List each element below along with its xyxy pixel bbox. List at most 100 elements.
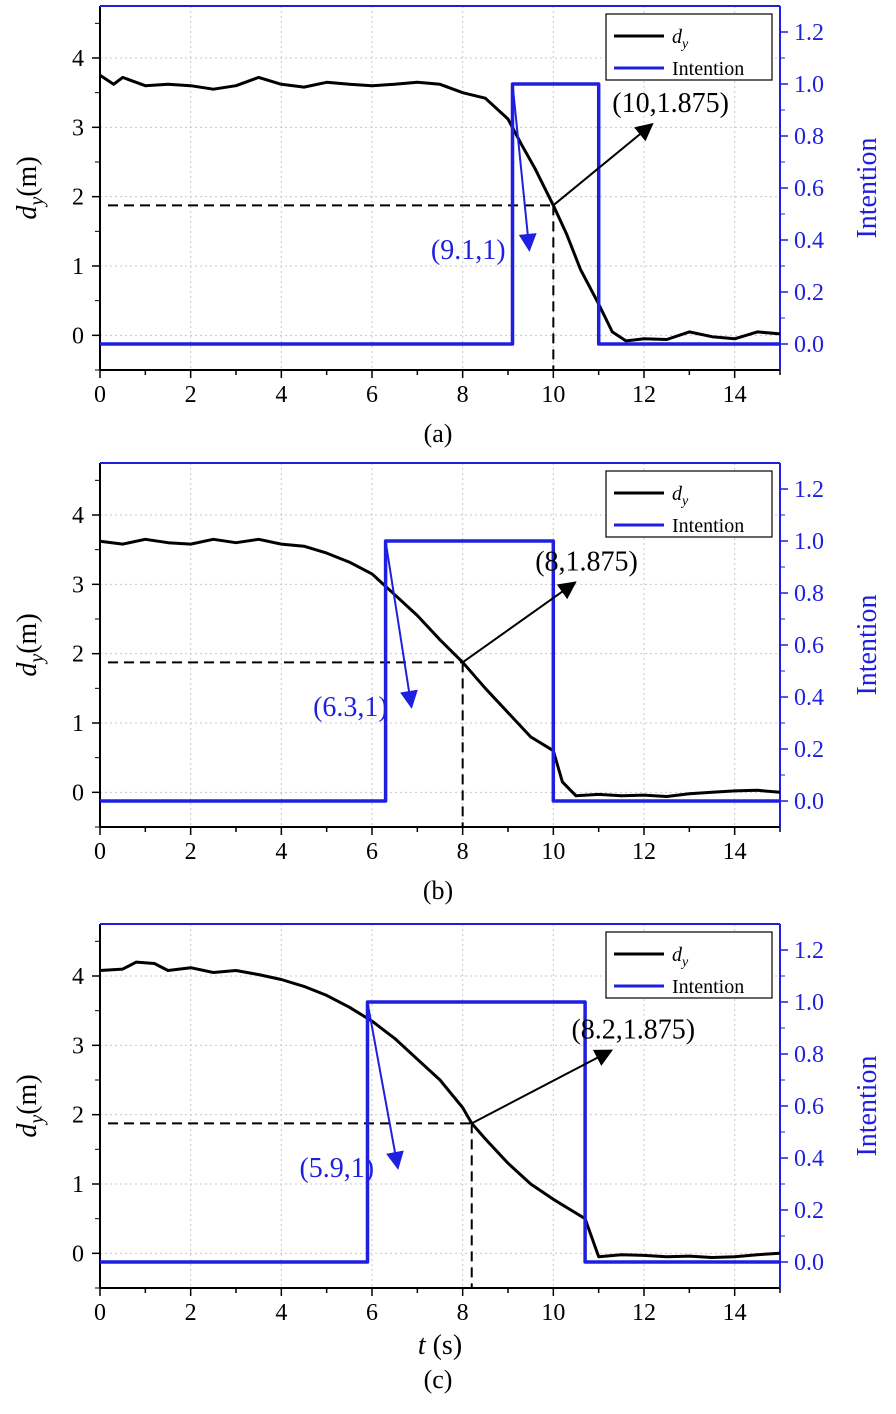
x-tick-label: 0	[94, 382, 106, 408]
x-tick-label: 10	[541, 1300, 565, 1326]
series-line-dy	[99, 74, 781, 343]
y-tick-label: 4	[72, 964, 84, 990]
annotation-arrow-1	[511, 83, 537, 252]
series-line-intention	[100, 539, 780, 803]
legend-label-symbol: d	[672, 944, 683, 966]
y2-tick-label: 0.0	[794, 1250, 824, 1276]
x-tick-label: 2	[185, 839, 197, 865]
x-tick-label: 8	[457, 839, 469, 865]
y-axis-title-subscript: y	[26, 1115, 48, 1126]
legend-label-subscript: y	[680, 494, 689, 509]
y2-axis-title: Intention	[852, 594, 883, 695]
y2-tick-label: 0.8	[794, 581, 824, 607]
y-axis-title-unit: (m)	[12, 1074, 43, 1114]
y-tick-label: 2	[72, 1103, 84, 1129]
y-axis-title: dy(m)	[12, 156, 48, 219]
x-tick-label: 6	[366, 382, 378, 408]
legend-label-1: dy	[672, 944, 689, 970]
y2-tick-label: 1.2	[794, 938, 824, 964]
y-tick-label: 1	[72, 254, 84, 280]
y-axis-title: dy(m)	[12, 613, 48, 676]
panel-label: (a)	[424, 419, 453, 448]
panel-label: (c)	[424, 1365, 453, 1394]
y2-tick-label: 1.2	[794, 20, 824, 46]
x-tick-label: 10	[541, 382, 565, 408]
annotation-label-2: (8.2,1.875)	[571, 1014, 695, 1045]
y-axis-title-symbol: d	[12, 662, 43, 677]
y-tick-label: 0	[72, 1241, 84, 1267]
y-tick-label: 3	[72, 1033, 84, 1059]
x-axis-title: t (s)	[418, 1330, 462, 1361]
y2-tick-label: 0.6	[794, 176, 824, 202]
y2-tick-label: 1.0	[794, 990, 824, 1016]
y2-tick-label: 0.2	[794, 280, 824, 306]
y-axis-title-subscript: y	[26, 654, 48, 665]
y-tick-label: 3	[72, 572, 84, 598]
y-axis-title-symbol: d	[12, 205, 43, 220]
legend-label-symbol: d	[672, 483, 683, 505]
x-tick-label: 6	[366, 839, 378, 865]
annotation-arrow-2	[471, 1049, 614, 1125]
legend-label-1: dy	[672, 483, 689, 509]
series-line-intention	[100, 1000, 780, 1264]
annotation-label-1: (6.3,1)	[313, 692, 388, 723]
x-tick-label: 14	[723, 1300, 747, 1326]
y2-tick-label: 0.8	[794, 1042, 824, 1068]
chart-panel-3: 0 2 4 6 8 10 12 14012340.00.20.40.60.81.01.2dy(…	[12, 923, 883, 1394]
series-line-dy	[99, 537, 781, 798]
y2-tick-label: 0.4	[794, 1146, 824, 1172]
y-axis-title-symbol: d	[12, 1123, 43, 1138]
y2-tick-label: 0.2	[794, 737, 824, 763]
legend-label-subscript: y	[680, 955, 689, 970]
x-tick-label: 0	[94, 1300, 106, 1326]
y-tick-label: 3	[72, 115, 84, 141]
legend-box	[605, 470, 773, 538]
x-axis-title-unit: (s)	[426, 1330, 463, 1361]
y2-tick-label: 1.0	[794, 529, 824, 555]
x-tick-label: 4	[275, 382, 287, 408]
y-tick-label: 2	[72, 185, 84, 211]
y2-tick-label: 0.6	[794, 633, 824, 659]
y2-tick-label: 0.4	[794, 685, 824, 711]
annotation-arrow-2	[462, 581, 577, 664]
y-axis-title-unit: (m)	[12, 156, 43, 196]
x-tick-label: 0	[94, 839, 106, 865]
annotation-label-1: (5.9,1)	[299, 1153, 374, 1184]
y-tick-label: 0	[72, 323, 84, 349]
y-tick-label: 1	[72, 711, 84, 737]
annotation-label-2: (10,1.875)	[612, 88, 729, 119]
annotation-label-2: (8,1.875)	[535, 546, 638, 577]
annotation-label-1: (9.1,1)	[431, 235, 506, 266]
x-tick-label: 8	[457, 1300, 469, 1326]
x-tick-label: 12	[632, 839, 656, 865]
y2-axis-title: Intention	[852, 137, 883, 238]
x-tick-label: 2	[185, 382, 197, 408]
legend-label-subscript: y	[680, 37, 689, 52]
y2-axis-title: Intention	[852, 1055, 883, 1156]
annotation-arrow-2	[552, 122, 654, 207]
series-line-intention	[100, 82, 780, 346]
y2-tick-label: 0.0	[794, 332, 824, 358]
annotation-arrow-1	[384, 540, 418, 709]
y2-tick-label: 1.0	[794, 72, 824, 98]
y2-tick-label: 0.6	[794, 1094, 824, 1120]
y-tick-label: 4	[72, 46, 84, 72]
x-tick-label: 14	[723, 382, 747, 408]
y-axis-title-unit: (m)	[12, 613, 43, 653]
legend-label-2: Intention	[672, 515, 744, 537]
x-tick-label: 4	[275, 839, 287, 865]
y2-tick-label: 0.2	[794, 1198, 824, 1224]
x-tick-label: 14	[723, 839, 747, 865]
y-tick-label: 2	[72, 642, 84, 668]
x-tick-label: 12	[632, 1300, 656, 1326]
y2-tick-label: 0.4	[794, 228, 824, 254]
y-axis-title-subscript: y	[26, 197, 48, 208]
y-tick-label: 4	[72, 503, 84, 529]
x-tick-label: 10	[541, 839, 565, 865]
x-axis-title-symbol: t	[418, 1330, 427, 1361]
series-line-dy	[99, 960, 781, 1259]
x-tick-label: 4	[275, 1300, 287, 1326]
legend-label-1: dy	[672, 26, 689, 52]
legend-label-2: Intention	[672, 58, 744, 80]
